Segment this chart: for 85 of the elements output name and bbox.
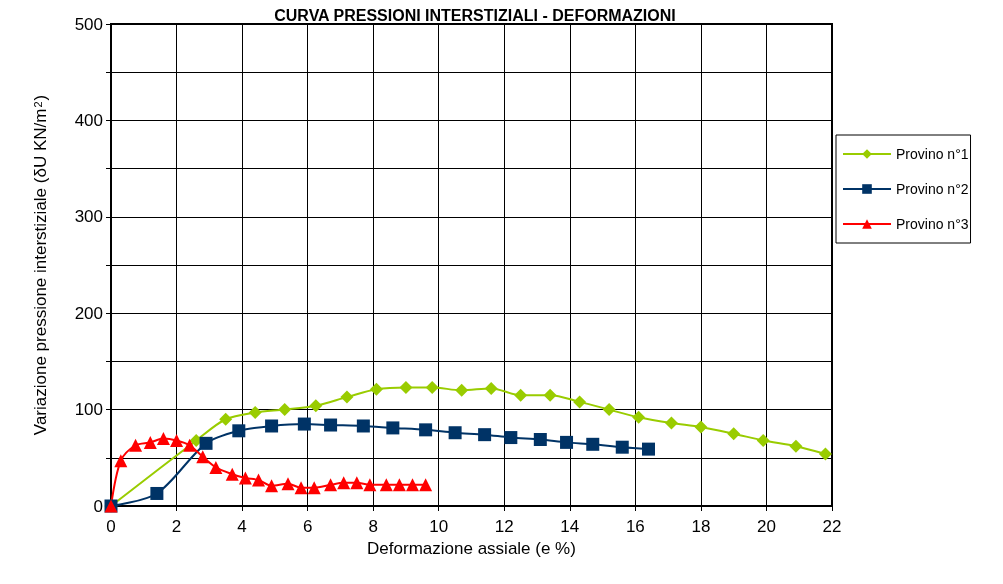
point [309, 399, 323, 413]
point [150, 486, 164, 500]
point [641, 442, 655, 456]
point [337, 476, 351, 490]
point [392, 478, 406, 492]
point [615, 440, 629, 454]
point [399, 380, 413, 394]
y-tick-label: 200 [74, 303, 103, 323]
point [297, 417, 311, 431]
point [419, 478, 433, 492]
point [514, 388, 528, 402]
point [232, 424, 246, 438]
point [307, 481, 321, 495]
point [484, 381, 498, 395]
x-tick-label: 12 [494, 517, 514, 536]
point [209, 460, 223, 474]
point [478, 428, 492, 442]
point [386, 421, 400, 435]
x-tick-label: 20 [756, 517, 776, 536]
point [248, 405, 262, 419]
point [129, 438, 143, 452]
point [369, 382, 383, 396]
point [199, 436, 213, 450]
y-tick-label: 0 [93, 496, 103, 516]
x-tick-label: 16 [625, 517, 645, 536]
point [694, 420, 708, 434]
legend-label: Provino n°1 [896, 146, 969, 162]
point [350, 476, 364, 490]
x-tick-label: 6 [302, 517, 313, 536]
point [363, 478, 377, 492]
y-tick-label: 500 [74, 14, 103, 34]
point [419, 423, 433, 437]
x-tick-label: 14 [560, 517, 580, 536]
point [533, 432, 547, 446]
point [602, 403, 616, 417]
point [238, 471, 252, 485]
point [379, 478, 393, 492]
point [425, 380, 439, 394]
legend-label: Provino n°2 [896, 181, 969, 197]
point [219, 412, 233, 426]
x-tick-label: 10 [429, 517, 449, 536]
x-tick-label: 0 [106, 517, 116, 536]
point [356, 419, 370, 433]
point [156, 432, 170, 446]
point [183, 438, 197, 452]
point [406, 478, 420, 492]
point [114, 454, 128, 468]
y-axis-title: Variazione pressione interstiziale (δU KN/m2) [31, 94, 50, 436]
point [560, 435, 574, 449]
point [664, 416, 678, 430]
point [278, 403, 292, 417]
chart-title: CURVA PRESSIONI INTERSTIZIALI - DEFORMAZIONI [274, 6, 676, 24]
x-tick-label: 18 [691, 517, 711, 536]
point [324, 418, 338, 432]
x-tick-label: 2 [171, 517, 182, 536]
point [727, 427, 741, 441]
legend-label: Provino n°3 [896, 216, 969, 232]
point [789, 439, 803, 453]
point [265, 479, 279, 493]
point [504, 431, 518, 445]
point [818, 447, 832, 461]
point [170, 433, 184, 447]
y-tick-label: 300 [74, 207, 103, 227]
point [586, 437, 600, 451]
x-tick-label: 4 [237, 517, 247, 536]
point [251, 473, 265, 487]
point [294, 481, 308, 495]
point [225, 467, 239, 481]
point [324, 478, 338, 492]
point [143, 435, 157, 449]
point [340, 390, 354, 404]
point [265, 419, 279, 433]
point [756, 433, 770, 447]
point [196, 450, 210, 464]
x-axis-title: Deformazione assiale (e %) [367, 539, 576, 558]
point [632, 410, 646, 424]
y-tick-label: 100 [74, 400, 103, 420]
point [573, 395, 587, 409]
point [448, 426, 462, 440]
point [281, 477, 295, 491]
y-tick-label: 400 [74, 110, 103, 130]
point [543, 388, 557, 402]
x-tick-label: 8 [368, 517, 378, 536]
x-tick-label: 22 [822, 517, 842, 536]
point [455, 383, 469, 397]
